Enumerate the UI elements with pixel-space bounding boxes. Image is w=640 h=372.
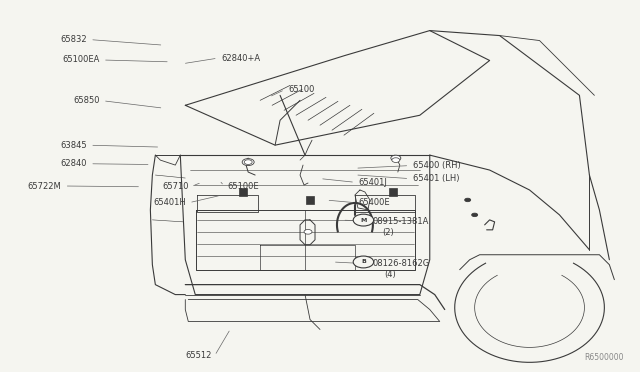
Text: 65710: 65710 [163,182,189,190]
Text: 62840+A: 62840+A [221,54,260,62]
Text: (2): (2) [382,228,394,237]
Text: M: M [360,218,367,222]
Text: 65400E: 65400E [358,198,390,207]
Circle shape [391,155,401,161]
Text: 63845: 63845 [60,141,87,150]
Bar [306,196,314,204]
Text: B: B [361,260,366,264]
Circle shape [392,158,400,163]
Text: 65400 (RH): 65400 (RH) [413,161,460,170]
Text: 65100: 65100 [288,85,314,94]
Circle shape [465,198,470,202]
Text: 62840: 62840 [60,159,87,168]
Text: (4): (4) [384,270,396,279]
Circle shape [353,256,374,268]
Text: 08126-8162G: 08126-8162G [372,259,429,268]
Circle shape [244,160,252,164]
Text: 65401H: 65401H [153,198,186,207]
Text: 65100EA: 65100EA [62,55,100,64]
Text: 08915-1381A: 08915-1381A [372,217,429,226]
Text: 65832: 65832 [60,35,87,44]
Circle shape [472,213,477,217]
Bar [389,188,397,196]
Bar [239,188,247,196]
Text: 65850: 65850 [73,96,100,105]
Text: 65401 (LH): 65401 (LH) [413,174,459,183]
Text: 65722M: 65722M [28,182,61,190]
Text: R6500000: R6500000 [584,353,623,362]
Text: 65512: 65512 [185,351,211,360]
Circle shape [242,158,254,166]
Circle shape [304,230,312,234]
Circle shape [353,214,374,226]
Text: 65401J: 65401J [358,178,387,187]
Text: 65100E: 65100E [227,182,259,190]
